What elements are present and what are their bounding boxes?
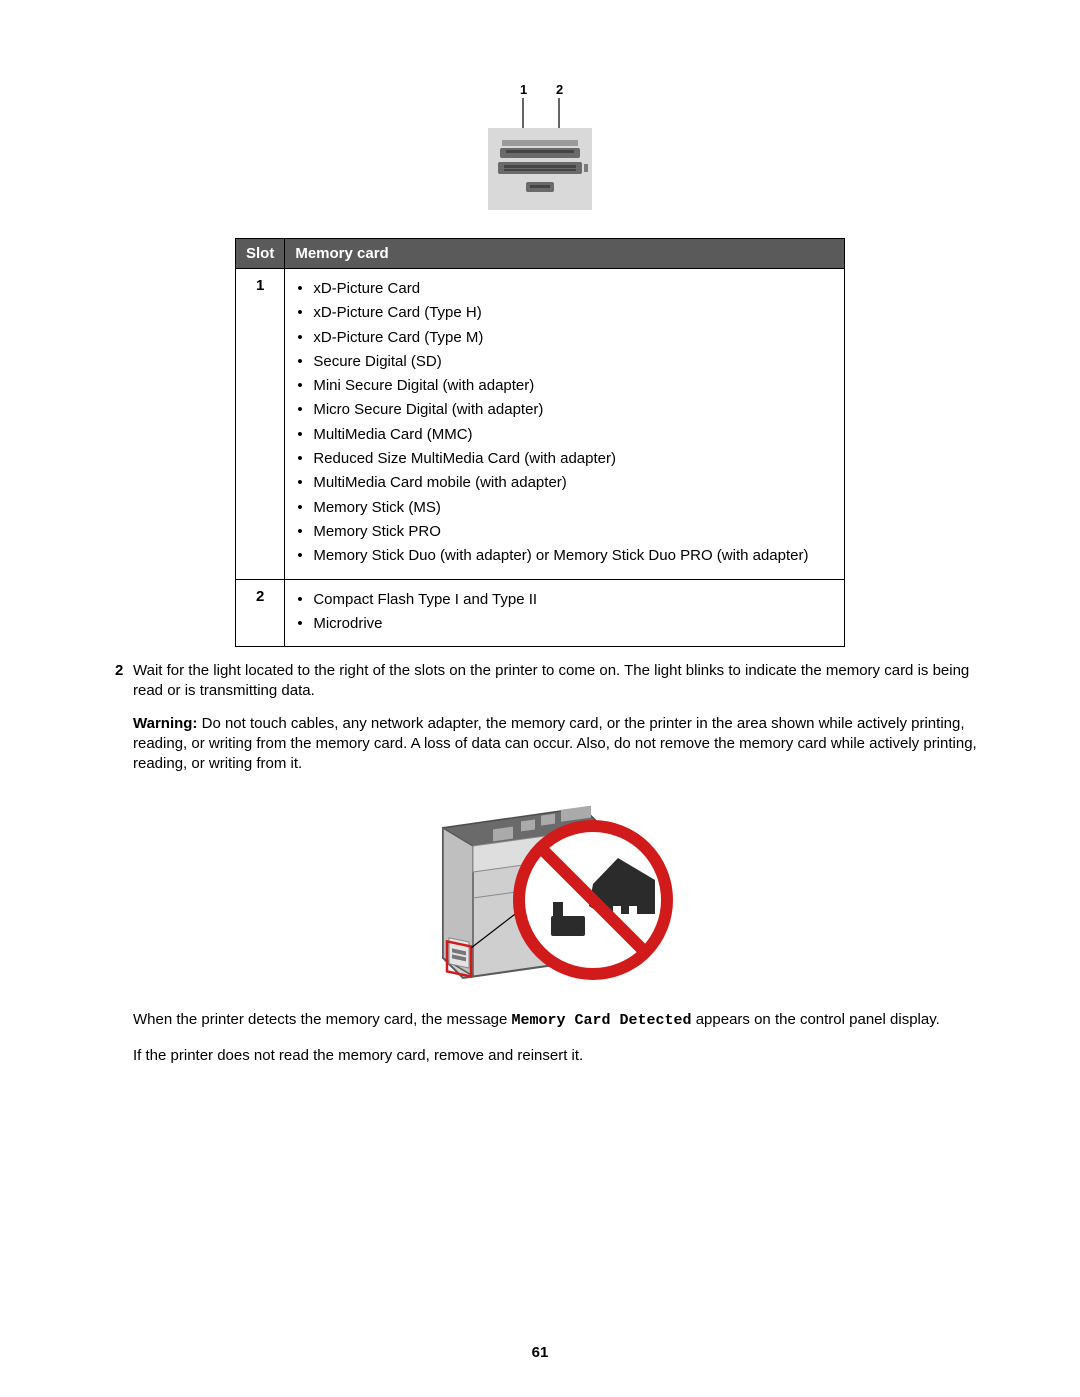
diagram-label-1: 1	[520, 82, 527, 97]
list-item: Memory Stick PRO	[295, 520, 834, 544]
list-item: xD-Picture Card	[295, 277, 834, 301]
col-header-card: Memory card	[285, 239, 845, 269]
detect-pre: When the printer detects the memory card…	[133, 1011, 512, 1028]
slot-diagram: 1 2	[90, 80, 990, 220]
list-item: Memory Stick Duo (with adapter) or Memor…	[295, 544, 834, 568]
warning-label: Warning:	[133, 715, 197, 732]
warning-paragraph: Warning: Do not touch cables, any networ…	[133, 714, 990, 775]
slot-card-list: Compact Flash Type I and Type IIMicrodri…	[285, 579, 845, 647]
warning-text: Do not touch cables, any network adapter…	[133, 715, 977, 773]
list-item: Mini Secure Digital (with adapter)	[295, 374, 834, 398]
slot-number: 2	[236, 579, 285, 647]
list-item: Secure Digital (SD)	[295, 350, 834, 374]
detect-post: appears on the control panel display.	[692, 1011, 940, 1028]
slot-number: 1	[236, 269, 285, 580]
list-item: Compact Flash Type I and Type II	[295, 588, 834, 612]
table-header-row: Slot Memory card	[236, 239, 845, 269]
step-2: 2 Wait for the light located to the righ…	[115, 661, 990, 702]
list-item: MultiMedia Card (MMC)	[295, 423, 834, 447]
list-item: Micro Secure Digital (with adapter)	[295, 398, 834, 422]
warning-graphic	[115, 788, 990, 988]
diagram-label-2: 2	[556, 82, 563, 97]
slot-diagram-svg: 1 2	[470, 80, 610, 220]
memory-card-table: Slot Memory card 1xD-Picture CardxD-Pict…	[235, 238, 845, 647]
list-item: Microdrive	[295, 612, 834, 636]
list-item: xD-Picture Card (Type H)	[295, 301, 834, 325]
list-item: xD-Picture Card (Type M)	[295, 326, 834, 350]
list-item: Memory Stick (MS)	[295, 496, 834, 520]
col-header-slot: Slot	[236, 239, 285, 269]
list-item: Reduced Size MultiMedia Card (with adapt…	[295, 447, 834, 471]
list-item: MultiMedia Card mobile (with adapter)	[295, 471, 834, 495]
step-2-number: 2	[115, 661, 133, 702]
detect-paragraph: When the printer detects the memory card…	[133, 1010, 990, 1031]
warning-graphic-svg	[403, 788, 703, 988]
detect-mono: Memory Card Detected	[512, 1012, 692, 1029]
table-row: 1xD-Picture CardxD-Picture Card (Type H)…	[236, 269, 845, 580]
page-number: 61	[0, 1344, 1080, 1361]
table-row: 2Compact Flash Type I and Type IIMicrodr…	[236, 579, 845, 647]
slot-card-list: xD-Picture CardxD-Picture Card (Type H)x…	[285, 269, 845, 580]
reinsert-paragraph: If the printer does not read the memory …	[133, 1046, 990, 1066]
step-2-text: Wait for the light located to the right …	[133, 661, 990, 702]
